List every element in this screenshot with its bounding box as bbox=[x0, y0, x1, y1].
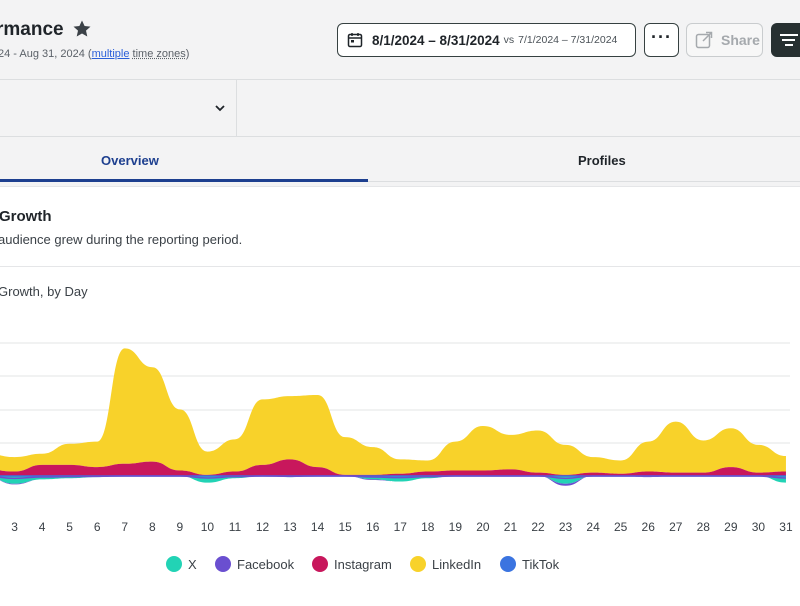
legend-item-tiktok[interactable]: TikTok bbox=[500, 556, 559, 572]
x-tick-label: 16 bbox=[366, 520, 380, 534]
date-range-text: 8/1/2024 – 8/31/2024 bbox=[372, 32, 500, 48]
x-tick-label: 14 bbox=[311, 520, 325, 534]
star-icon[interactable] bbox=[72, 19, 92, 39]
subtitle-timezones: time zones bbox=[132, 48, 186, 60]
series-area-instagram[interactable] bbox=[0, 459, 786, 476]
share-label: Share bbox=[721, 32, 760, 48]
x-tick-label: 18 bbox=[421, 520, 435, 534]
date-subtitle: 24 - Aug 31, 2024 (multiple time zones) bbox=[0, 48, 189, 60]
legend-swatch bbox=[215, 556, 231, 572]
x-tick-label: 21 bbox=[504, 520, 518, 534]
x-tick-label: 30 bbox=[752, 520, 766, 534]
x-tick-label: 13 bbox=[283, 520, 297, 534]
active-tab-indicator bbox=[0, 179, 368, 182]
chevron-down-icon[interactable] bbox=[213, 101, 227, 115]
x-tick-label: 10 bbox=[201, 520, 215, 534]
legend-swatch bbox=[410, 556, 426, 572]
legend-item-instagram[interactable]: Instagram bbox=[312, 556, 392, 572]
report-tabs: Overview Profiles bbox=[0, 138, 800, 182]
filter-button[interactable] bbox=[771, 23, 800, 57]
more-options-button[interactable]: ··· bbox=[644, 23, 679, 57]
filter-icon bbox=[780, 34, 798, 36]
x-tick-label: 19 bbox=[449, 520, 463, 534]
x-tick-label: 23 bbox=[559, 520, 573, 534]
series-area-linkedin[interactable] bbox=[0, 348, 786, 475]
subtitle-end: ) bbox=[185, 48, 190, 60]
growth-area-chart: 3 4 5 6 7 8 9 10 11 12 13 14 15 16 17 18 19 20 21 22 23 24 25 2… bbox=[0, 342, 793, 534]
legend-label: Facebook bbox=[237, 556, 295, 572]
compare-prefix: vs bbox=[503, 34, 515, 46]
subtitle-dates: 24 - Aug 31, 2024 ( bbox=[0, 48, 92, 60]
report-header: rmance 24 - Aug 31, 2024 (multiple time … bbox=[0, 0, 800, 80]
selector-divider bbox=[236, 80, 237, 137]
x-tick-label: 12 bbox=[256, 520, 270, 534]
legend-swatch bbox=[312, 556, 328, 572]
x-tick-label: 27 bbox=[669, 520, 683, 534]
x-tick-label: 31 bbox=[779, 520, 793, 534]
multiple-timezones-link[interactable]: multiple bbox=[91, 48, 130, 60]
x-tick-label: 8 bbox=[149, 520, 156, 534]
chart-legend: X Facebook Instagram LinkedIn TikTok bbox=[0, 556, 800, 576]
x-tick-label: 26 bbox=[642, 520, 656, 534]
x-tick-label: 28 bbox=[697, 520, 711, 534]
legend-item-linkedin[interactable]: LinkedIn bbox=[410, 556, 481, 572]
legend-label: LinkedIn bbox=[432, 556, 482, 572]
page-title: rmance bbox=[0, 19, 64, 40]
calendar-icon bbox=[347, 33, 363, 48]
tab-overview[interactable]: Overview bbox=[101, 153, 159, 168]
share-icon bbox=[695, 31, 713, 49]
x-tick-label: 20 bbox=[476, 520, 490, 534]
x-tick-label: 3 bbox=[11, 520, 18, 534]
x-tick-label: 15 bbox=[338, 520, 352, 534]
series-line-facebook-edge bbox=[0, 475, 786, 480]
card-description: audience grew during the reporting perio… bbox=[0, 232, 243, 247]
x-tick-label: 4 bbox=[39, 520, 46, 534]
compare-range-text: 7/1/2024 – 7/31/2024 bbox=[518, 34, 618, 46]
legend-label: TikTok bbox=[522, 556, 560, 572]
x-tick-label: 5 bbox=[66, 520, 73, 534]
x-tick-label: 22 bbox=[531, 520, 545, 534]
share-button[interactable]: Share bbox=[686, 23, 763, 57]
x-tick-label: 11 bbox=[229, 520, 242, 534]
x-tick-label: 9 bbox=[177, 520, 184, 534]
x-tick-label: 17 bbox=[394, 520, 408, 534]
x-tick-label: 24 bbox=[586, 520, 600, 534]
legend-item-facebook[interactable]: Facebook bbox=[215, 556, 294, 572]
tab-profiles[interactable]: Profiles bbox=[578, 153, 626, 168]
card-title: Growth bbox=[0, 208, 52, 225]
x-tick-label: 29 bbox=[724, 520, 738, 534]
x-tick-label: 25 bbox=[614, 520, 628, 534]
legend-label: X bbox=[188, 556, 197, 572]
date-range-button[interactable]: 8/1/2024 – 8/31/2024 vs 7/1/2024 – 7/31/… bbox=[337, 23, 636, 57]
legend-swatch bbox=[166, 556, 182, 572]
x-tick-label: 6 bbox=[94, 520, 101, 534]
profile-selector-row[interactable] bbox=[0, 80, 800, 137]
legend-item-x[interactable]: X bbox=[166, 556, 197, 572]
chart-title: Growth, by Day bbox=[0, 284, 88, 299]
x-tick-label: 7 bbox=[121, 520, 128, 534]
card-divider bbox=[0, 266, 800, 267]
legend-label: Instagram bbox=[334, 556, 392, 572]
legend-swatch bbox=[500, 556, 516, 572]
